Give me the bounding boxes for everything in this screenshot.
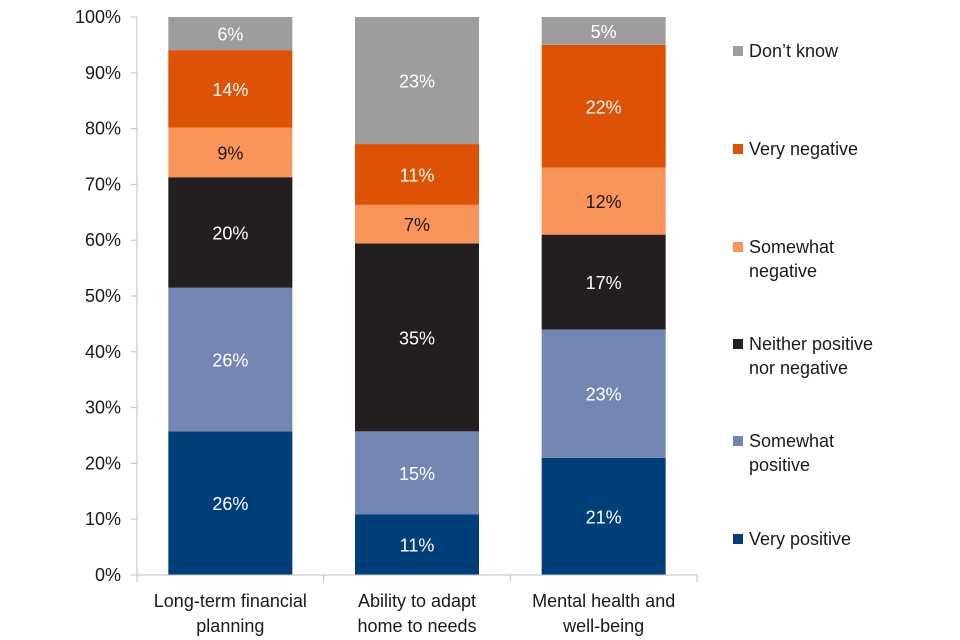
bar-data-label: 21% [586, 507, 622, 527]
category-label: planning [196, 616, 264, 636]
bar-segment [168, 17, 293, 51]
y-tick-label: 50% [85, 286, 121, 306]
bar-segment [355, 144, 479, 205]
bar-data-label: 26% [212, 351, 248, 371]
y-tick-label: 60% [85, 230, 121, 250]
y-tick-label: 90% [85, 63, 121, 83]
legend-label: Somewhat [749, 237, 834, 257]
legend-item: Don’t know [733, 41, 839, 61]
bar-segment [168, 177, 293, 288]
legend-swatch [733, 46, 743, 56]
legend-swatch [733, 242, 743, 252]
legend-item: Somewhat negative [733, 237, 834, 281]
legend-swatch [733, 339, 743, 349]
bar-data-label: 11% [400, 165, 435, 185]
bar-data-label: 7% [404, 215, 430, 235]
bar-data-label: 12% [586, 192, 622, 212]
bar-data-label: 23% [586, 385, 622, 405]
legend-item: Very positive [733, 529, 851, 549]
bar-segment [355, 243, 479, 432]
x-axis: Long-term financial planning Ability to ad… [136, 574, 698, 636]
bar-data-label: 14% [212, 80, 248, 100]
legend-label: positive [749, 455, 810, 475]
legend-label: negative [749, 261, 817, 281]
legend: Don’t know Very negative Somewhat negative N… [733, 41, 873, 549]
y-axis: 0% 10% 20% 30% 40% 50% 60% 70% 80% 90% 100% [75, 7, 138, 585]
category-label: Ability to adapt [358, 591, 476, 611]
bar-data-label: 6% [217, 25, 243, 45]
legend-item: Very negative [733, 139, 858, 159]
category-label: Long-term financial [154, 591, 307, 611]
legend-item: Somewhat positive [733, 431, 834, 475]
y-tick-label: 40% [85, 342, 121, 362]
bar-segment [355, 514, 479, 575]
legend-label: Don’t know [749, 41, 839, 61]
y-tick-label: 10% [85, 509, 121, 529]
bar-data-label: 17% [586, 273, 622, 293]
bar-segment [541, 457, 666, 575]
legend-swatch [733, 144, 743, 154]
category-label: well-being [562, 616, 644, 636]
legend-label: nor negative [749, 358, 848, 378]
bar-segment [355, 431, 479, 515]
bar-data-label: 35% [399, 328, 435, 348]
bar-data-label: 5% [591, 22, 617, 42]
bar-segment [541, 167, 666, 235]
bar-segment [168, 431, 293, 575]
bar-segment [541, 234, 666, 330]
bars: 26% 26% 20% 9% 14% 6% 11% 15% 35% 7% 11% 23% 21% 23% 1… [168, 17, 666, 575]
bar-data-label: 23% [399, 72, 435, 92]
bar-data-label: 26% [212, 494, 248, 514]
bar-data-label: 11% [400, 536, 435, 556]
y-tick-label: 30% [85, 398, 121, 418]
bar-segment [355, 204, 479, 244]
bar-segment [541, 44, 666, 168]
bar-segment [168, 287, 293, 432]
legend-label: Very positive [749, 529, 851, 549]
legend-label: Somewhat [749, 431, 834, 451]
bar-segment [355, 17, 479, 145]
y-tick-label: 20% [85, 453, 121, 473]
bar-segment [541, 17, 666, 45]
legend-swatch [733, 534, 743, 544]
legend-swatch [733, 436, 743, 446]
y-tick-label: 80% [85, 119, 121, 139]
bar-data-label: 22% [586, 97, 622, 117]
category-label: Mental health and [532, 591, 675, 611]
y-tick-label: 0% [95, 565, 121, 585]
bar-data-label: 9% [217, 143, 243, 163]
legend-item: Neither positive nor negative [733, 334, 873, 378]
bar-data-label: 20% [212, 223, 248, 243]
y-tick-label: 70% [85, 174, 121, 194]
bar-data-label: 15% [399, 464, 435, 484]
bar-segment [541, 329, 666, 458]
bar-segment [168, 127, 293, 178]
bar-segment [168, 50, 293, 128]
legend-label: Neither positive [749, 334, 873, 354]
y-tick-label: 100% [75, 7, 121, 27]
category-label: home to needs [357, 616, 476, 636]
legend-label: Very negative [749, 139, 858, 159]
